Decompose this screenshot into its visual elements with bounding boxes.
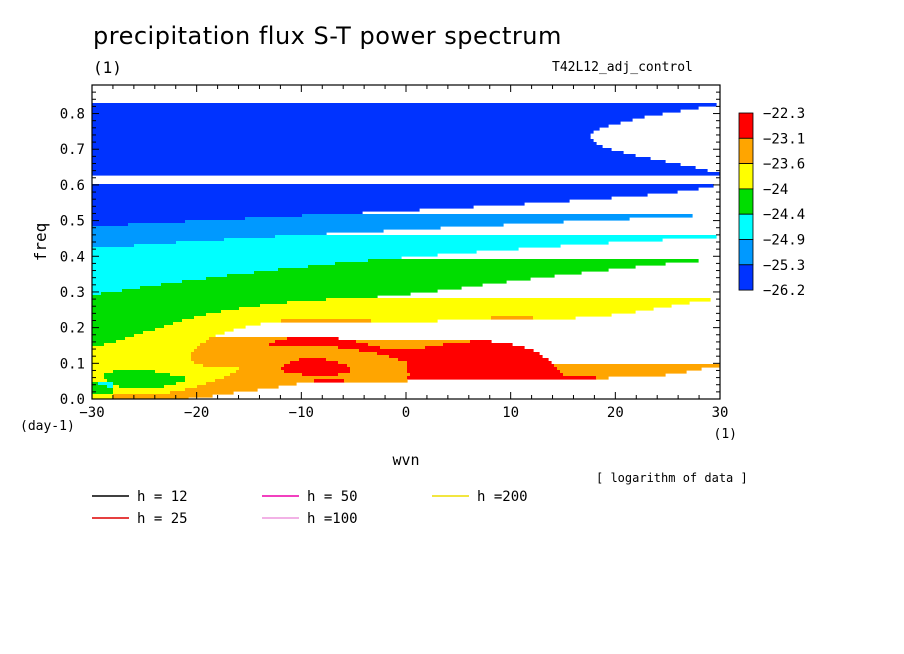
y-tick-label: 0.0	[60, 392, 85, 408]
x-tick-label: 10	[502, 405, 519, 421]
colorbar-swatch	[738, 188, 754, 215]
x-tick-label: 20	[607, 405, 624, 421]
colorbar-note: [ logarithm of data ]	[596, 471, 748, 485]
y-tick-label: 0.7	[60, 142, 85, 158]
y-tick-label: 0.3	[60, 285, 85, 301]
x-axis-label: wvn	[392, 451, 419, 469]
colorbar-swatch	[738, 264, 754, 291]
legend-label: h = 12	[137, 489, 188, 505]
colorbar-label: −24.9	[763, 233, 805, 249]
x-tick-label: −30	[79, 405, 104, 421]
y-tick-label: 0.1	[60, 356, 85, 372]
legend	[92, 495, 469, 519]
y-tick-label: 0.2	[60, 321, 85, 337]
x-tick-label: 30	[712, 405, 729, 421]
colorbar-swatch	[738, 213, 754, 240]
chart-title: precipitation flux S-T power spectrum	[93, 22, 562, 50]
y-tick-label: 0.8	[60, 107, 85, 123]
y-tick-label: 0.6	[60, 178, 85, 194]
colorbar-swatch	[738, 239, 754, 266]
run-label: T42L12_adj_control	[552, 60, 693, 75]
colorbar-label: −23.6	[763, 157, 805, 173]
legend-label: h =100	[307, 511, 358, 527]
y-axis-label: freq	[31, 223, 50, 262]
tick-marks	[91, 84, 721, 400]
x-tick-label: −10	[289, 405, 314, 421]
colorbar-label: −24.4	[763, 207, 805, 223]
legend-label: h = 50	[307, 489, 358, 505]
y-tick-label: 0.5	[60, 214, 85, 230]
legend-label: h =200	[477, 489, 528, 505]
chart-unit-label: (1)	[93, 58, 122, 77]
contour-field	[92, 103, 720, 399]
colorbar	[738, 112, 754, 291]
legend-label: h = 25	[137, 511, 188, 527]
colorbar-label: −22.3	[763, 106, 805, 122]
x-tick-label: −20	[184, 405, 209, 421]
colorbar-swatch	[738, 112, 754, 139]
x-tick-label: 0	[402, 405, 410, 421]
y-unit-label: (day-1)	[20, 419, 75, 434]
x-unit-label: (1)	[714, 427, 737, 442]
colorbar-label: −25.3	[763, 258, 805, 274]
colorbar-label: −23.1	[763, 131, 805, 147]
colorbar-label: −24	[763, 182, 788, 198]
y-tick-label: 0.4	[60, 249, 85, 265]
colorbar-swatch	[738, 163, 754, 190]
colorbar-swatch	[738, 137, 754, 165]
colorbar-label: −26.2	[763, 283, 805, 299]
